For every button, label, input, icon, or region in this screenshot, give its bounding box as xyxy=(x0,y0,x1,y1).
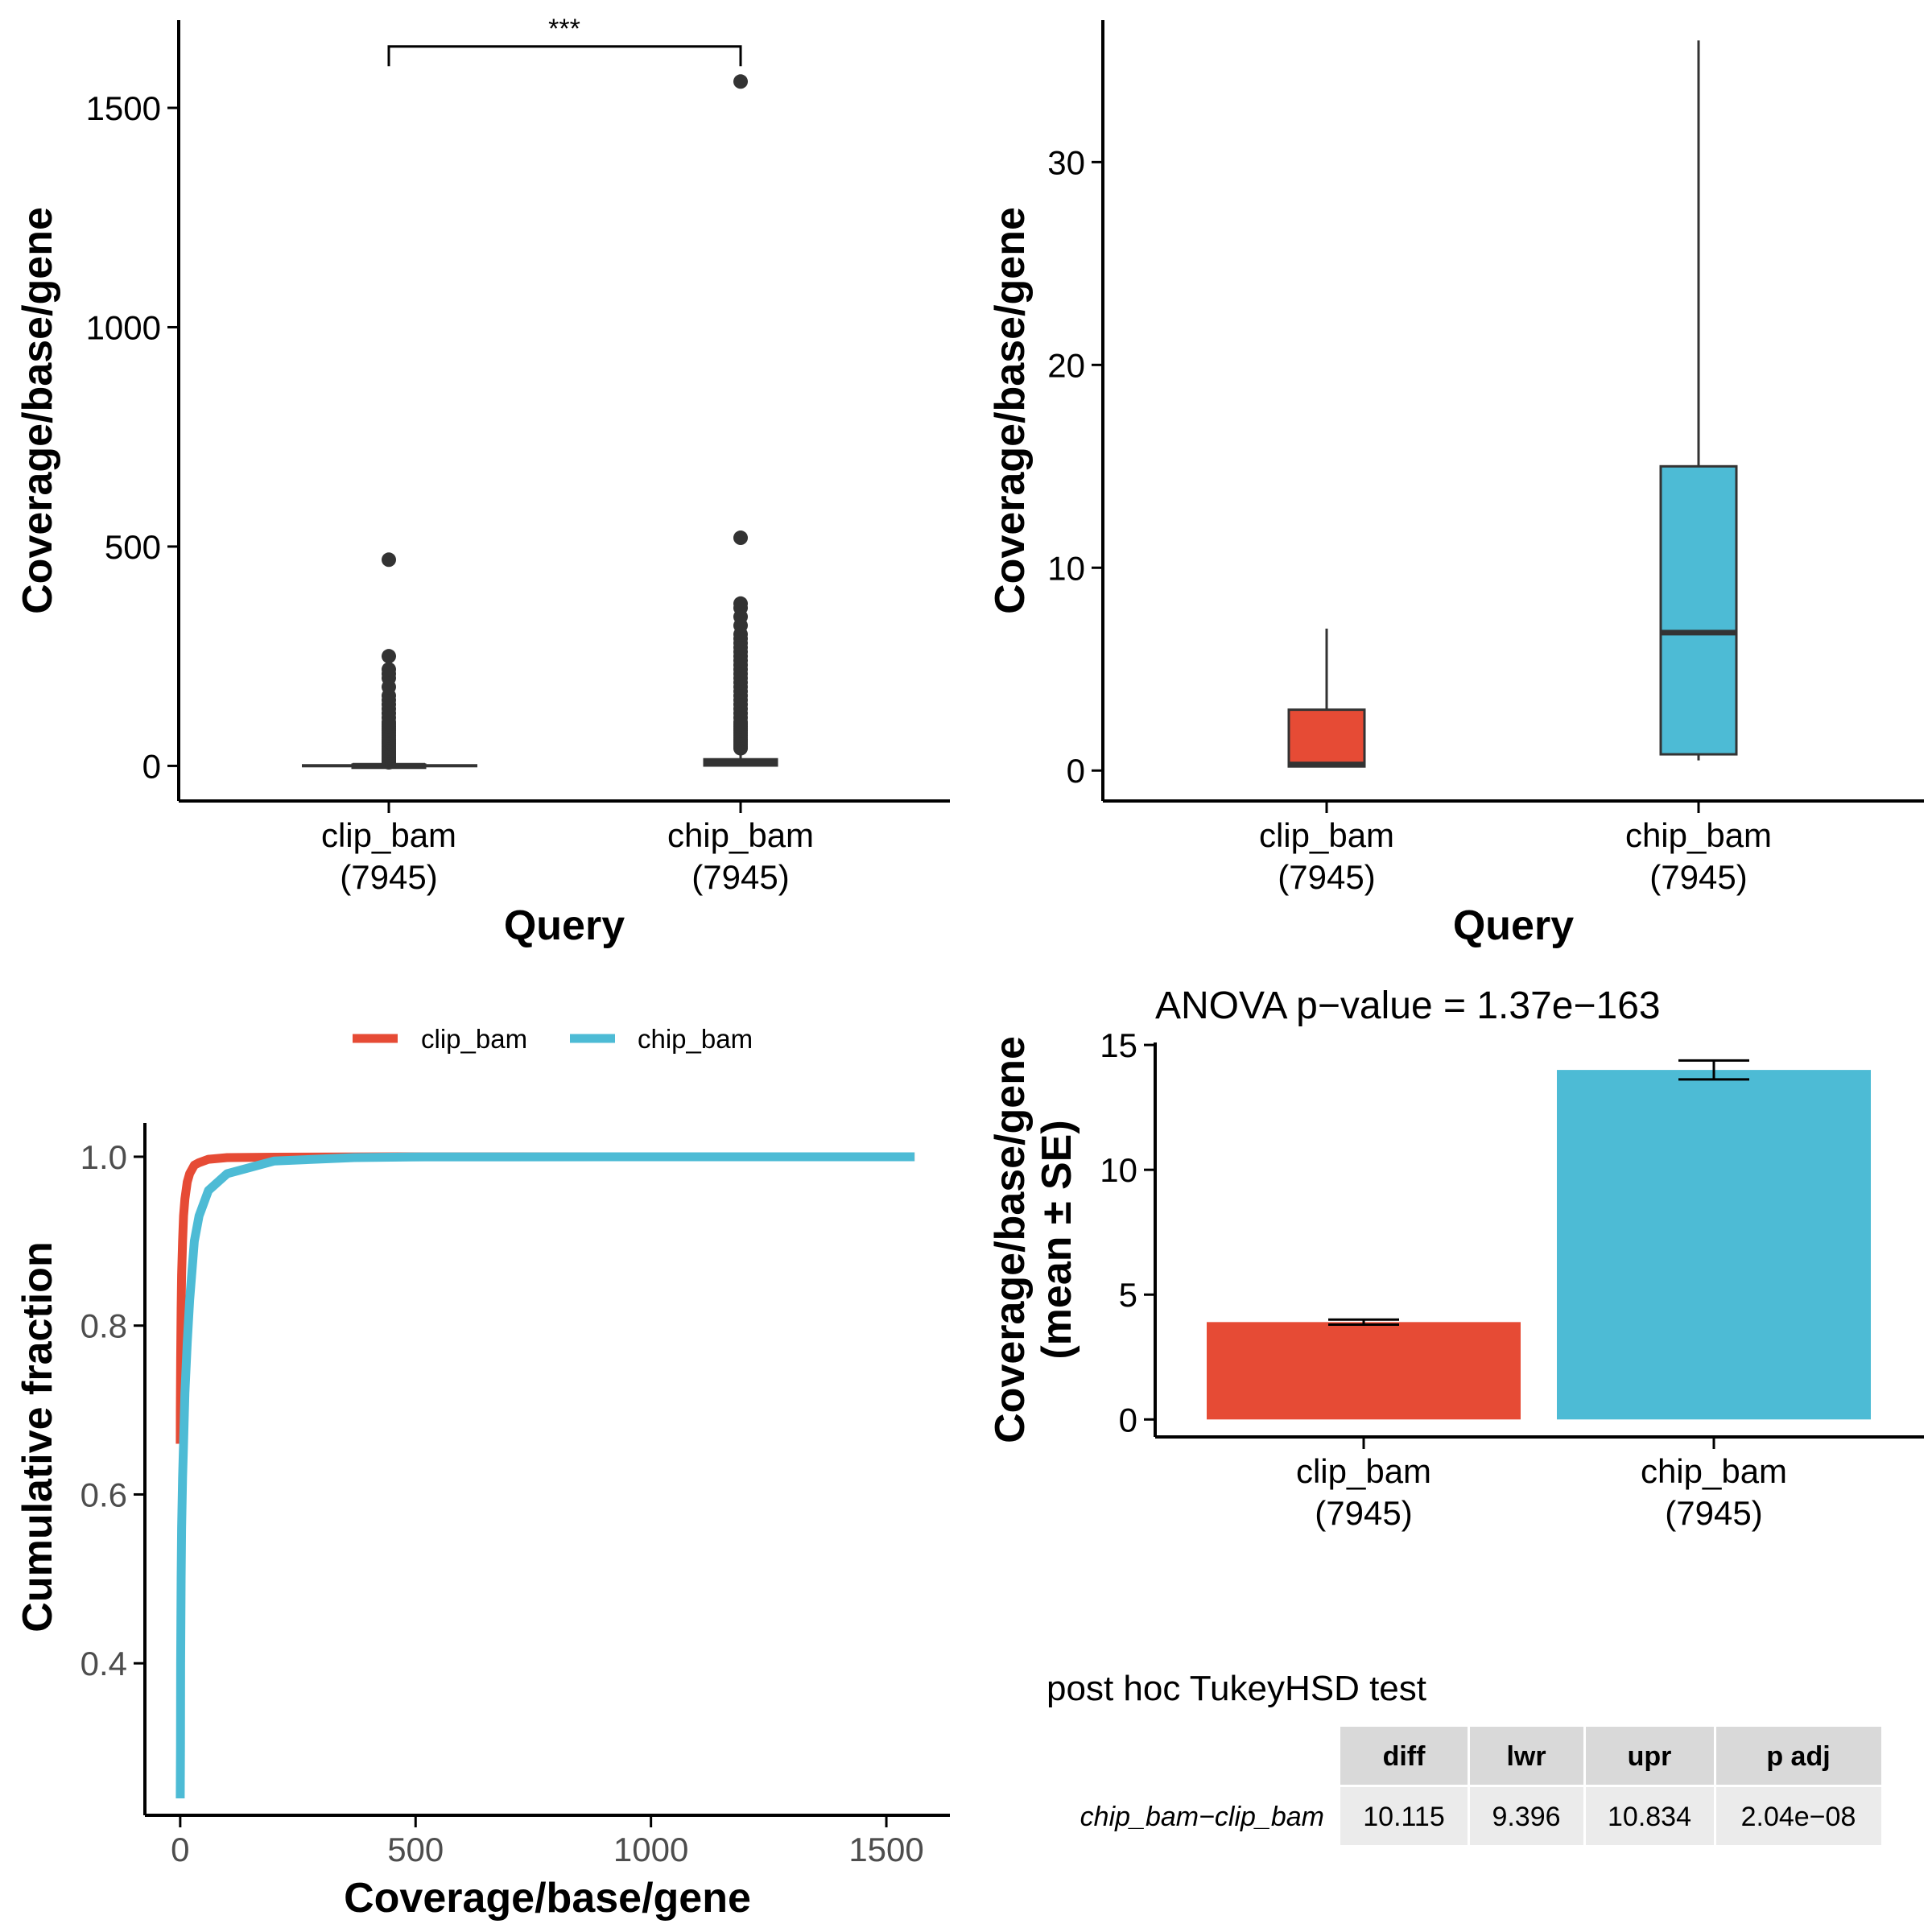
cell-upr: 10.834 xyxy=(1608,1802,1691,1832)
x-tick-count-clip: (7945) xyxy=(340,858,437,896)
bar-chip_bam xyxy=(1557,1070,1871,1420)
significance-bracket xyxy=(387,45,742,67)
ecdf-line-chip_bam xyxy=(175,1152,915,1799)
ecdf-panel: clip_bam chip_bam 0.4 0.6 0.8 1.0 0 500 1000 1… xyxy=(14,1024,950,1922)
y-tick-label: 15 xyxy=(1100,1026,1137,1064)
barplot-marks xyxy=(1207,1059,1871,1420)
outlier-point xyxy=(733,530,748,546)
barplot-y-title-line1: Coverage/base/gene xyxy=(987,1036,1034,1443)
x-tick-count-chip: (7945) xyxy=(1665,1494,1762,1532)
outlier-point xyxy=(733,596,748,611)
boxplot-zoom-y-title: Coverage/base/gene xyxy=(987,207,1034,614)
x-tick-label-clip: clip_bam xyxy=(1296,1452,1431,1490)
tukey-table: post hoc TukeyHSD test diff lwr upr p ad… xyxy=(1046,1669,1881,1845)
cell-lwr: 9.396 xyxy=(1492,1802,1560,1832)
data-cell-bg xyxy=(1716,1787,1881,1845)
box-iqr xyxy=(1287,708,1366,768)
header-cell-bg xyxy=(1716,1727,1881,1785)
ecdf-line-clip_bam xyxy=(175,1152,915,1444)
boxplot-full-panel: 0 500 1000 1500 clip_bam (7945) chip_bam (7… xyxy=(14,14,950,949)
y-tick-label: 1000 xyxy=(86,308,161,346)
legend-label-chip: chip_bam xyxy=(638,1024,753,1054)
y-tick-label: 0.8 xyxy=(80,1307,127,1345)
y-tick-label: 1500 xyxy=(86,89,161,127)
header-lwr: lwr xyxy=(1506,1741,1546,1772)
y-tick-label: 10 xyxy=(1047,549,1085,587)
tukey-title: post hoc TukeyHSD test xyxy=(1046,1669,1426,1708)
cell-p-adj: 2.04e−08 xyxy=(1741,1802,1856,1832)
header-cell-bg xyxy=(1470,1727,1583,1785)
x-tick-label-chip: chip_bam xyxy=(1625,816,1772,854)
data-cell-bg xyxy=(1470,1787,1583,1845)
x-tick-count-chip: (7945) xyxy=(1649,858,1747,896)
y-tick-label: 20 xyxy=(1047,346,1085,384)
outlier-point xyxy=(382,662,396,677)
barplot-x-tick-labels: clip_bam (7945) chip_bam (7945) xyxy=(1296,1437,1787,1532)
x-tick-count-clip: (7945) xyxy=(1315,1494,1412,1532)
x-tick-count-chip: (7945) xyxy=(691,858,789,896)
header-p-adj: p adj xyxy=(1766,1741,1830,1772)
boxplot-zoom-y-ticks: 0 10 20 30 xyxy=(1047,143,1103,790)
boxplot-full-y-title: Coverage/base/gene xyxy=(14,207,61,614)
y-tick-label: 0 xyxy=(1067,752,1085,790)
data-cell-bg xyxy=(1340,1787,1468,1845)
ecdf-lines xyxy=(175,1152,915,1799)
barplot-y-title-line2: (mean ± SE) xyxy=(1034,1120,1080,1359)
x-tick-label: 1000 xyxy=(613,1831,688,1868)
significance-label: *** xyxy=(548,14,580,44)
x-tick-label: 1500 xyxy=(848,1831,923,1868)
data-cell-bg xyxy=(1586,1787,1714,1845)
box-iqr xyxy=(1659,464,1738,756)
header-diff: diff xyxy=(1383,1741,1426,1772)
boxplot-full-x-title: Query xyxy=(504,902,625,949)
header-cell-bg xyxy=(1586,1727,1714,1785)
x-tick-label-chip: chip_bam xyxy=(667,816,814,854)
barplot-panel: ANOVA p−value = 1.37e−163 0 5 10 15 clip_ba… xyxy=(987,985,1924,1532)
outlier-point xyxy=(382,552,396,568)
x-tick-label: 0 xyxy=(171,1831,189,1868)
y-tick-label: 1.0 xyxy=(80,1138,127,1176)
tukey-header-row: diff lwr upr p adj xyxy=(1340,1727,1881,1785)
boxplot-zoom-x-tick-labels: clip_bam (7945) chip_bam (7945) xyxy=(1259,801,1772,896)
y-tick-label: 0 xyxy=(1119,1401,1137,1439)
y-tick-label: 0.4 xyxy=(80,1645,127,1682)
y-tick-label: 30 xyxy=(1047,143,1085,181)
boxplot-full-marks xyxy=(302,45,778,770)
ecdf-y-title: Cumulative fraction xyxy=(14,1241,61,1632)
y-tick-label: 500 xyxy=(105,528,161,566)
y-tick-label: 0 xyxy=(142,747,161,785)
x-tick-label-chip: chip_bam xyxy=(1641,1452,1787,1490)
outlier-point xyxy=(733,74,748,89)
barplot-y-ticks: 0 5 10 15 xyxy=(1100,1026,1155,1439)
cell-diff: 10.115 xyxy=(1363,1802,1444,1832)
ecdf-x-title: Coverage/base/gene xyxy=(344,1875,751,1922)
barplot-title: ANOVA p−value = 1.37e−163 xyxy=(1155,985,1661,1027)
boxplot-zoom-x-title: Query xyxy=(1453,902,1574,949)
boxplot-full-y-ticks: 0 500 1000 1500 xyxy=(86,89,179,785)
boxplot-zoom-marks xyxy=(1287,40,1738,768)
header-upr: upr xyxy=(1628,1741,1672,1772)
boxplot-full-x-tick-labels: clip_bam (7945) chip_bam (7945) xyxy=(321,801,814,896)
ecdf-y-ticks: 0.4 0.6 0.8 1.0 xyxy=(80,1138,145,1682)
x-tick-label: 500 xyxy=(387,1831,444,1868)
legend-label-clip: clip_bam xyxy=(421,1024,527,1054)
bar-clip_bam xyxy=(1207,1322,1521,1420)
y-tick-label: 10 xyxy=(1100,1151,1137,1189)
row-label: chip_bam−clip_bam xyxy=(1080,1802,1324,1832)
y-tick-label: 5 xyxy=(1119,1276,1137,1314)
header-cell-bg xyxy=(1340,1727,1468,1785)
ecdf-legend: clip_bam chip_bam xyxy=(353,1024,753,1054)
tukey-data-row: chip_bam−clip_bam 10.115 9.396 10.834 2.… xyxy=(1080,1787,1881,1845)
y-tick-label: 0.6 xyxy=(80,1476,127,1513)
ecdf-x-ticks: 0 500 1000 1500 xyxy=(171,1815,924,1868)
x-tick-label-clip: clip_bam xyxy=(1259,816,1394,854)
x-tick-label-clip: clip_bam xyxy=(321,816,456,854)
x-tick-count-clip: (7945) xyxy=(1278,858,1375,896)
outlier-point xyxy=(382,649,396,664)
